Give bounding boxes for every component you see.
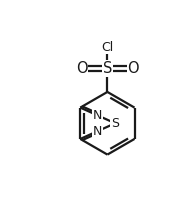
Text: O: O bbox=[128, 61, 139, 76]
Text: N: N bbox=[93, 109, 102, 122]
Text: S: S bbox=[111, 117, 119, 130]
Text: Cl: Cl bbox=[101, 41, 113, 54]
Text: O: O bbox=[76, 61, 87, 76]
Text: S: S bbox=[103, 61, 112, 76]
Text: N: N bbox=[93, 125, 102, 138]
